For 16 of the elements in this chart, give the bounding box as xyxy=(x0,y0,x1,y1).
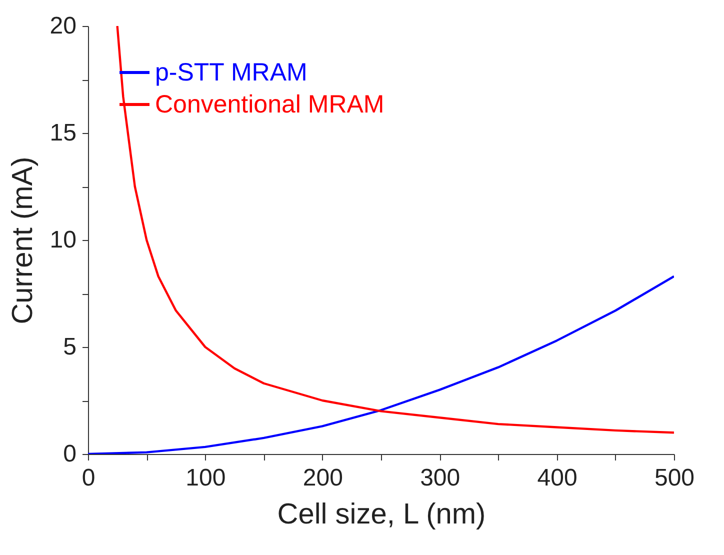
y-tick-label: 5 xyxy=(63,334,76,360)
y-tick-label: 10 xyxy=(50,226,76,254)
x-tick-label: 100 xyxy=(186,464,226,492)
x-tick-label: 500 xyxy=(654,464,695,492)
x-tick-label: 200 xyxy=(302,464,343,492)
x-tick-label: 0 xyxy=(82,464,96,492)
legend-label: Conventional MRAM xyxy=(155,90,384,118)
legend-label: p-STT MRAM xyxy=(155,58,308,86)
y-tick-label: 20 xyxy=(50,12,76,40)
x-tick-label: 300 xyxy=(420,464,460,492)
line-series xyxy=(116,26,674,434)
y-tick-label: 15 xyxy=(50,120,76,146)
y-axis-title: Current (mA) xyxy=(6,156,39,324)
x-axis-title: Cell size, L (nm) xyxy=(277,498,486,530)
y-tick-label: 0 xyxy=(63,440,76,468)
x-tick-label: 400 xyxy=(537,464,578,492)
